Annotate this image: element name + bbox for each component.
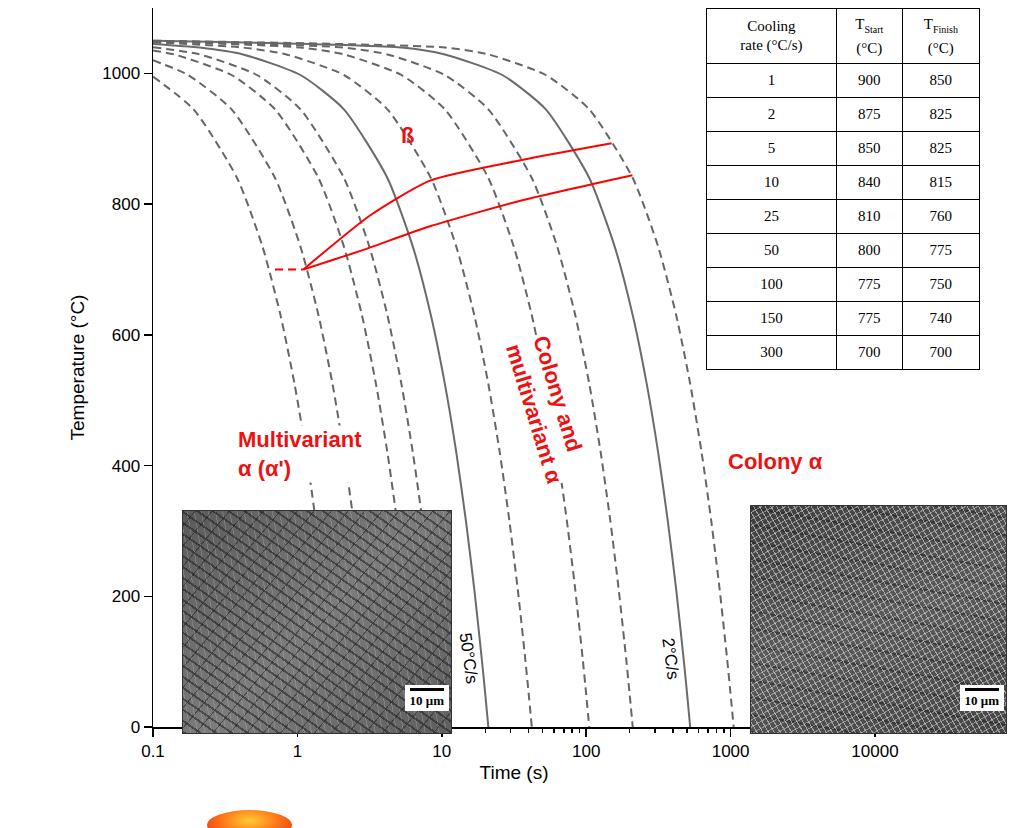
html-text:810: 810: [858, 208, 881, 224]
svg-text:600: 600: [112, 326, 140, 345]
svg-text:400: 400: [112, 457, 140, 476]
html-text:700: 700: [858, 344, 881, 360]
html-text:760: 760: [929, 208, 953, 224]
html-text:775: 775: [858, 276, 881, 292]
html-text:(°C): (°C): [927, 39, 954, 56]
svg-text:800: 800: [112, 195, 140, 214]
svg-text:10000: 10000: [851, 742, 898, 761]
svg-text:1000: 1000: [102, 64, 140, 83]
html-text:775: 775: [858, 310, 881, 326]
svg-text:50°C/s: 50°C/s: [456, 632, 482, 685]
html-text:775: 775: [929, 242, 953, 258]
svg-text:Colony andmultivariant α: Colony andmultivariant α: [501, 333, 595, 487]
svg-text:1: 1: [293, 742, 302, 761]
svg-text:200: 200: [112, 587, 140, 606]
svg-text:Colony α: Colony α: [728, 449, 823, 474]
html-text:700: 700: [929, 344, 953, 360]
svg-text:Multivariantα (α'): Multivariantα (α'): [238, 427, 362, 481]
html-text:TStart: TStart: [855, 15, 884, 35]
html-text:10 μm: 10 μm: [964, 693, 999, 708]
svg-text:Temperature (°C): Temperature (°C): [67, 295, 88, 441]
html-text:740: 740: [929, 310, 953, 326]
svg-text:10: 10: [432, 742, 451, 761]
html-text:2: 2: [767, 106, 776, 122]
html-text:825: 825: [929, 106, 953, 122]
svg-text:100: 100: [572, 742, 600, 761]
html-text:850: 850: [929, 72, 953, 88]
svg-text:2°C/s: 2°C/s: [658, 637, 683, 681]
html-text:10: 10: [764, 174, 779, 190]
svg-text:1000: 1000: [712, 742, 750, 761]
html-text:840: 840: [858, 174, 881, 190]
html-text:150: 150: [760, 310, 783, 326]
html-text:(°C): (°C): [856, 39, 883, 56]
html-text:rate (°C/s): rate (°C/s): [740, 37, 803, 53]
html-text:25: 25: [764, 208, 779, 224]
html-text:750: 750: [929, 276, 953, 292]
svg-text:0.1: 0.1: [141, 742, 165, 761]
html-text:815: 815: [929, 174, 953, 190]
html-text:800: 800: [858, 242, 881, 258]
html-text:5: 5: [767, 140, 776, 156]
html-text:300: 300: [760, 344, 783, 360]
svg-text:Time (s): Time (s): [480, 762, 549, 783]
html-text:900: 900: [858, 72, 881, 88]
html-text:1: 1: [767, 72, 776, 88]
svg-text:0: 0: [131, 718, 140, 737]
html-text:825: 825: [929, 140, 953, 156]
html-text:10 μm: 10 μm: [409, 693, 444, 708]
html-text:850: 850: [858, 140, 881, 156]
html-text:TFinish: TFinish: [923, 15, 958, 35]
html-text:Cooling: Cooling: [747, 18, 796, 34]
html-text:50: 50: [764, 242, 779, 258]
svg-text:ß: ß: [401, 123, 414, 148]
html-text:100: 100: [760, 276, 783, 292]
html-text:875: 875: [858, 106, 881, 122]
